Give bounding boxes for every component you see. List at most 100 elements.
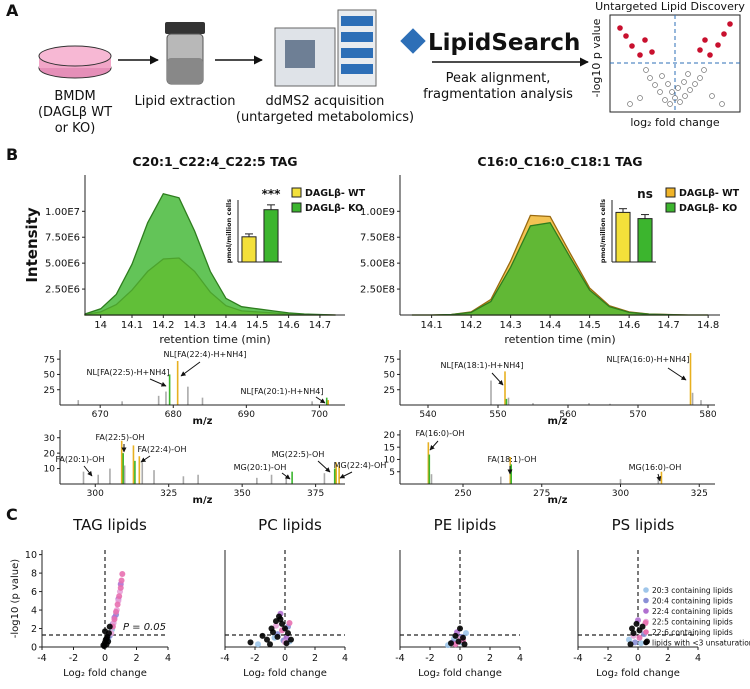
legend-label: 20:4 containing lipids: [652, 597, 733, 606]
annotation-arrow: [429, 440, 439, 451]
y-tick-label: 20: [44, 449, 56, 459]
x-tick-label: 670: [92, 410, 109, 420]
peak-annotation: NL[FA(16:0)-H+NH4]: [607, 355, 690, 364]
legend-marker: [643, 587, 649, 593]
x-tick-label: -2: [250, 653, 259, 664]
x-tick-label: 14: [94, 320, 107, 331]
x-tick-label: 14.1: [420, 320, 442, 331]
point: [264, 636, 270, 643]
y-tick-label: 8: [31, 569, 37, 580]
x-axis-label: Log₂ fold change: [63, 668, 147, 679]
panel-label: C: [6, 505, 18, 524]
x-tick-label: 325: [691, 489, 708, 499]
point: [282, 625, 288, 632]
point: [117, 584, 124, 591]
x-tick-label: 550: [489, 410, 506, 420]
point: [118, 577, 125, 584]
y-tick-label: 2: [31, 624, 37, 635]
lc-module: [341, 64, 373, 74]
point: [461, 641, 468, 648]
mini-title: Untargeted Lipid Discovery: [595, 0, 745, 13]
peak-annotation: FA(22:4)-OH: [138, 445, 187, 454]
x-tick-label: 14.8: [697, 320, 719, 331]
peak-annotation: FA(18:1)-OH: [488, 455, 537, 464]
legend-swatch: [291, 202, 302, 213]
x-tick-label: 4: [342, 653, 348, 664]
x-axis-label: Log₂ fold change: [596, 668, 680, 679]
panel-label: A: [6, 1, 19, 20]
trace-area: [84, 192, 336, 316]
panel-label: B: [6, 145, 18, 164]
mini-x-label: log₂ fold change: [630, 116, 720, 129]
point: [267, 641, 273, 648]
y-tick-label: 50: [384, 371, 396, 381]
y-tick-label: 5.00E8: [360, 259, 395, 270]
point: [270, 629, 276, 636]
legend-label: lipids with <3 unsaturations: [652, 639, 750, 648]
x-tick-label: 0: [102, 653, 108, 664]
x-tick-label: 250: [454, 489, 471, 499]
annotation-arrow: [317, 460, 331, 473]
x-tick-label: 4: [695, 653, 701, 664]
peak-annotation: MG(22:5)-OH: [272, 450, 325, 459]
x-tick-label: 580: [699, 410, 716, 420]
x-tick-label: 2: [487, 653, 493, 664]
point: [627, 641, 634, 648]
y-tick-label: 10: [384, 456, 396, 466]
step-label: (DAGLβ WT: [38, 105, 112, 120]
x-tick-label: 14.6: [618, 320, 640, 331]
significance: ***: [262, 187, 282, 201]
y-tick-label: 25: [44, 386, 55, 396]
mini-y-label: -log10 p value: [590, 18, 603, 97]
ms-window: [285, 40, 315, 68]
point: [460, 634, 466, 641]
legend-marker: [643, 629, 649, 635]
point: [114, 601, 121, 608]
y-tick-label: 1.00E9: [360, 207, 395, 218]
x-tick-label: -4: [395, 653, 404, 664]
annotation-arrow: [315, 396, 326, 404]
inset-bar: [241, 236, 257, 263]
point: [277, 616, 284, 623]
dish-top: [38, 45, 112, 67]
peak-annotation: MG(16:0)-OH: [629, 463, 682, 472]
annotation-arrow: [281, 472, 291, 480]
x-tick-label: -2: [69, 653, 78, 664]
x-axis-label: retention time (min): [504, 333, 615, 346]
point: [113, 608, 120, 615]
x-tick-label: 2: [312, 653, 318, 664]
x-tick-label: 14.7: [309, 320, 331, 331]
x-tick-label: 2: [133, 653, 139, 664]
y-tick-label: 20: [384, 431, 396, 441]
x-axis-label: Log₂ fold change: [418, 668, 502, 679]
point: [247, 639, 254, 646]
annotation-arrow: [180, 361, 201, 377]
point: [457, 625, 463, 632]
inset-bar: [637, 218, 653, 263]
inset-bar: [263, 209, 279, 263]
y-tick-label: 10: [25, 550, 37, 561]
logo-icon: [400, 28, 426, 54]
software-logo: LipidSearch: [428, 30, 580, 56]
y-axis-label: -log10 (p value): [10, 559, 21, 638]
point: [636, 634, 643, 641]
x-tick-label: 350: [234, 489, 251, 499]
step-label: BMDM: [54, 89, 95, 104]
y-tick-label: 30: [44, 434, 56, 444]
chart-title: PC lipids: [258, 516, 322, 534]
point: [629, 625, 635, 632]
legend-marker: [643, 597, 649, 604]
legend-label: 22:6 containing lipids: [652, 628, 733, 637]
step-label: ddMS2 acquisition: [266, 94, 385, 109]
point: [259, 632, 266, 639]
legend-label: DAGLβ- WT: [679, 188, 740, 199]
workflow: BMDM (DAGLβ WT or KO) Lipid extraction d…: [38, 0, 745, 136]
y-tick-label: 75: [44, 355, 55, 365]
x-axis-label: m/z: [193, 495, 213, 506]
significance: ns: [637, 187, 653, 201]
x-tick-label: 14.7: [658, 320, 680, 331]
y-tick-label: 6: [31, 587, 37, 598]
annotation-arrow: [656, 473, 662, 482]
point: [638, 640, 644, 647]
x-tick-label: 0: [635, 653, 641, 664]
